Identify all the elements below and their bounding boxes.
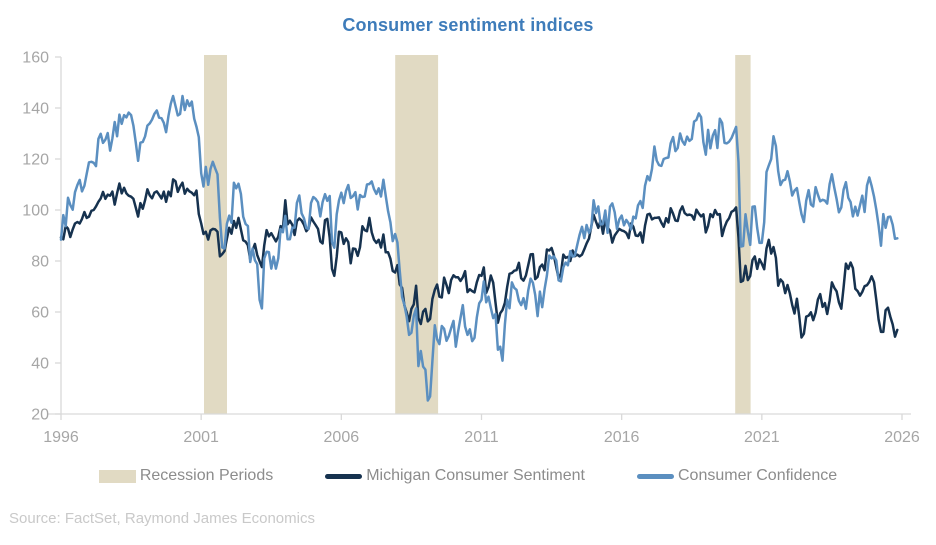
svg-text:20: 20 [31,407,49,424]
svg-text:2026: 2026 [884,429,920,446]
legend-item-confidence: Consumer Confidence [636,467,838,485]
svg-text:60: 60 [31,305,49,322]
svg-text:120: 120 [22,152,49,169]
svg-text:2021: 2021 [744,429,780,446]
svg-text:2016: 2016 [604,429,640,446]
svg-text:80: 80 [31,254,49,271]
source-note: Source: FactSet, Raymond James Economics [9,510,315,527]
legend-label-michigan: Michigan Consumer Sentiment [366,467,585,484]
svg-text:40: 40 [31,356,49,373]
svg-text:160: 160 [22,50,49,67]
recession-band-swatch [98,469,136,483]
confidence-line-swatch [636,473,674,479]
legend-item-recession: Recession Periods [98,467,274,485]
svg-text:2011: 2011 [464,429,499,446]
legend-item-michigan: Michigan Consumer Sentiment [325,467,585,485]
michigan-line-swatch [325,473,363,479]
svg-text:140: 140 [22,101,49,118]
legend-label-recession: Recession Periods [139,467,274,484]
svg-text:2001: 2001 [183,429,219,446]
chart-legend: Recession Periods Michigan Consumer Sent… [0,467,936,485]
svg-text:2006: 2006 [324,429,360,446]
svg-text:1996: 1996 [43,429,79,446]
svg-text:100: 100 [22,203,49,220]
legend-label-confidence: Consumer Confidence [677,467,838,484]
chart-title: Consumer sentiment indices [342,15,594,35]
